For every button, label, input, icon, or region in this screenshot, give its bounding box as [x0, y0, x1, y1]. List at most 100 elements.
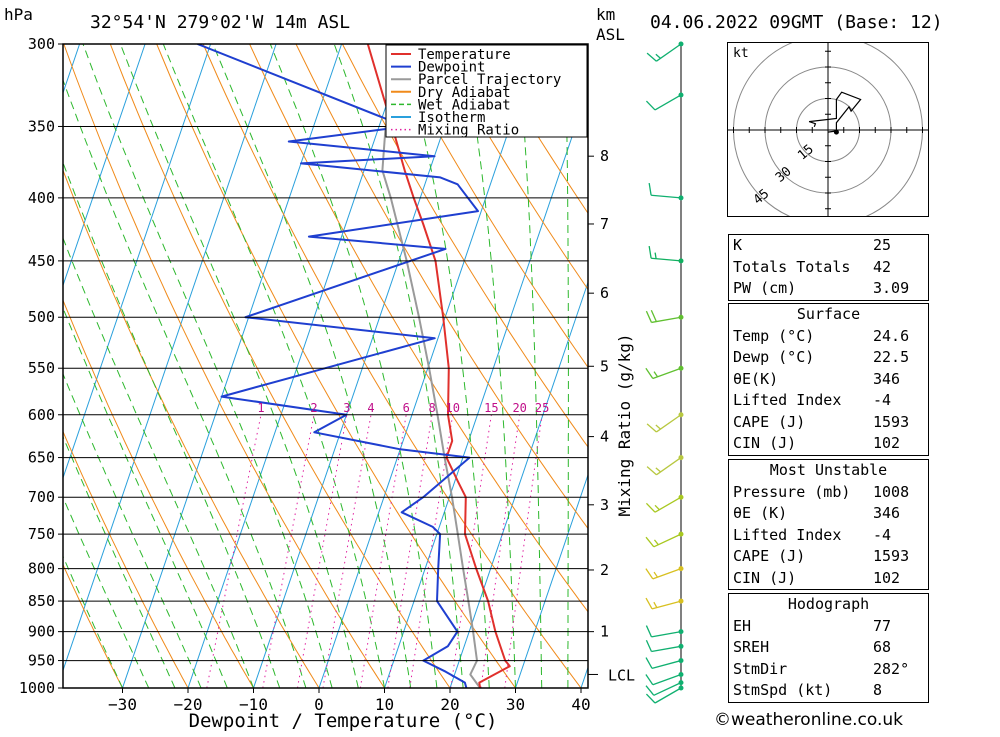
mixing-ratio-label: 20: [512, 401, 526, 415]
indices-row-1: Totals Totals 42: [729, 257, 928, 279]
most-unstable-label: Lifted Index: [733, 525, 841, 547]
hodograph-table-title: Hodograph: [729, 594, 928, 616]
wind-barb: [646, 566, 684, 579]
dry-adiabat-line: [296, 44, 712, 688]
mixing-ratio-label: 10: [446, 401, 460, 415]
wind-barb-dot: [679, 455, 684, 460]
indices-label: K: [733, 235, 742, 257]
wind-barb-staff: [653, 674, 681, 684]
site-credit: ©weatheronline.co.uk: [714, 710, 903, 730]
mixing-ratio-label: 15: [484, 401, 498, 415]
surface-value: 102: [873, 433, 900, 455]
lcl-label: LCL: [608, 666, 635, 684]
pressure-tick-label: 450: [28, 252, 55, 270]
mixing-ratio-label: 8: [428, 401, 435, 415]
wind-barb-flag: [647, 467, 656, 475]
surface-table: Surface Temp (°C)24.6 Dewp (°C)22.5 θE(K…: [728, 303, 929, 456]
wind-barb-flag: [649, 246, 651, 258]
wind-barb-flag: [646, 658, 652, 669]
isotherm-line: [0, 44, 145, 688]
most-unstable-label: CIN (J): [733, 568, 796, 590]
wind-barb: [646, 92, 683, 110]
mixing-ratio-line: [207, 415, 261, 688]
pressure-tick-label: 800: [28, 560, 55, 578]
pressure-tick-label: 850: [28, 592, 55, 610]
wind-barb-flag: [646, 503, 655, 512]
surface-row: CAPE (J) 1593: [729, 412, 928, 434]
wind-barb-flag: [646, 626, 651, 637]
wind-barb-flag: [646, 311, 651, 322]
mixing-ratio-label: 6: [403, 401, 410, 415]
wind-barb-flag: [646, 598, 652, 609]
surface-row: θE(K)346: [729, 369, 928, 391]
isotherm-line: [385, 44, 604, 688]
surface-row: Temp (°C)24.6: [729, 326, 928, 348]
most-unstable-row: CIN (J) 102: [729, 568, 928, 590]
hodograph-label: StmDir: [733, 659, 787, 681]
wind-barb-flag: [646, 674, 653, 684]
wind-barb-staff: [651, 195, 681, 198]
wind-barb: [647, 455, 683, 475]
surface-value: 1593: [873, 412, 909, 434]
indices-label: PW (cm): [733, 278, 796, 300]
pressure-tick-label: 550: [28, 359, 55, 377]
pressure-tick-label: 700: [28, 488, 55, 506]
hodograph-ring-label: 30: [773, 164, 795, 186]
pressure-tick-label: 950: [28, 652, 55, 670]
asl-unit-label: ASL: [596, 25, 625, 44]
most-unstable-label: CAPE (J): [733, 546, 805, 568]
hodograph-label: EH: [733, 616, 751, 638]
wind-barb-flag: [647, 53, 656, 61]
mixing-ratio-axis-title: Mixing Ratio (g/kg): [615, 333, 634, 516]
most-unstable-value: 102: [873, 568, 900, 590]
wind-barb-flag: [646, 640, 651, 651]
wind-barb: [646, 672, 684, 685]
hodograph-value: 77: [873, 616, 891, 638]
wind-barb: [647, 42, 683, 62]
surface-label: CAPE (J): [733, 412, 805, 434]
wet-adiabat-line: [565, 44, 568, 688]
isotherm-line: [57, 44, 276, 688]
wind-barb-flag: [646, 569, 653, 579]
wind-barb-half-flag: [654, 572, 657, 577]
surface-label: Dewp (°C): [733, 347, 814, 369]
wind-barb-dot: [679, 412, 684, 417]
wind-barb: [646, 366, 684, 379]
surface-value: -4: [873, 390, 891, 412]
pressure-tick-label: 900: [28, 623, 55, 641]
wind-barb-half-flag: [654, 540, 658, 545]
indices-value: 3.09: [873, 278, 909, 300]
wind-barb-dot: [679, 366, 684, 371]
pressure-unit-label: hPa: [4, 5, 33, 24]
km-unit-label: km: [596, 5, 615, 24]
hodograph-row: EH 77: [729, 616, 928, 638]
wind-barb: [646, 532, 683, 547]
wind-barb-flag: [646, 686, 654, 696]
most-unstable-label: θE (K): [733, 503, 787, 525]
wind-barb: [646, 310, 683, 322]
mixing-ratio-label: 3: [343, 401, 350, 415]
pressure-tick-label: 350: [28, 117, 55, 135]
surface-row: Dewp (°C)22.5: [729, 347, 928, 369]
surface-value: 24.6: [873, 326, 909, 348]
dry-adiabat-line: [203, 44, 581, 688]
most-unstable-table: Most Unstable Pressure (mb)1008 θE (K)34…: [728, 459, 929, 590]
wind-barb-staff: [651, 632, 681, 637]
pressure-tick-label: 600: [28, 406, 55, 424]
wet-adiabat-line: [463, 44, 516, 688]
wind-barb-staff: [654, 683, 681, 696]
hodograph-storm-marker: [834, 130, 839, 135]
wind-barb-dot: [679, 686, 684, 691]
wind-barb: [646, 686, 683, 704]
km-tick-label: 1: [600, 623, 609, 641]
wind-barb: [649, 183, 683, 200]
legend-label: Mixing Ratio: [418, 123, 519, 139]
wind-barb-staff: [652, 661, 681, 669]
hodograph-value: 68: [873, 637, 891, 659]
surface-label: Lifted Index: [733, 390, 841, 412]
hodograph-label: StmSpd (kt): [733, 680, 832, 702]
wet-adiabat-line: [163, 44, 384, 688]
